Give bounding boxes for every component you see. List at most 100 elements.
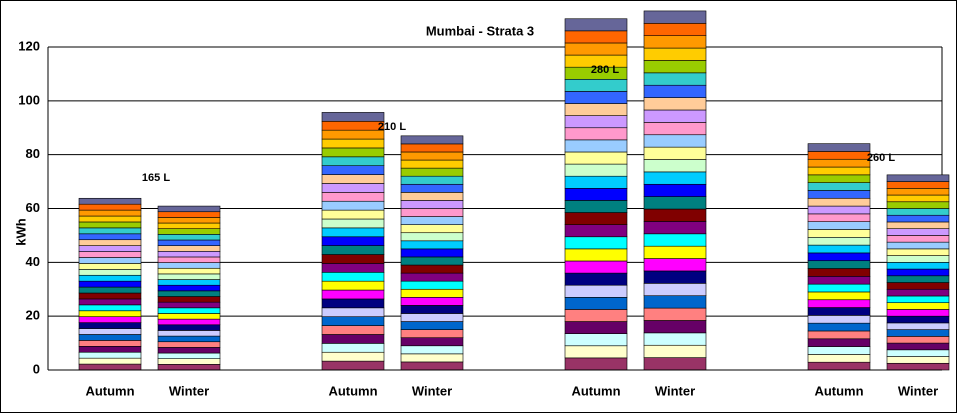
- bar-segment: [643, 47, 707, 61]
- bar-segment: [643, 35, 707, 49]
- bar-segment: [807, 322, 871, 332]
- bar-segment: [643, 134, 707, 148]
- bar-segment: [886, 174, 950, 182]
- bar-segment: [78, 263, 142, 270]
- bar-segment: [157, 301, 221, 309]
- bar-segment: [643, 344, 707, 358]
- bar-segment: [807, 213, 871, 222]
- bar-segment: [886, 309, 950, 317]
- bar-segment: [400, 280, 464, 290]
- bar-segment: [807, 283, 871, 293]
- bar-segment: [157, 284, 221, 292]
- bar-segment: [564, 333, 628, 347]
- bar-segment: [643, 60, 707, 74]
- bar-segment: [157, 234, 221, 241]
- bar-segment: [807, 244, 871, 254]
- bar-segment: [807, 252, 871, 262]
- bar-segment: [400, 361, 464, 371]
- bar-segment: [400, 135, 464, 145]
- bar-segment: [807, 354, 871, 363]
- bar-segment: [643, 245, 707, 259]
- bar-segment: [157, 313, 221, 320]
- bar-segment: [643, 23, 707, 36]
- bar-segment: [643, 10, 707, 24]
- bar-segment: [78, 363, 142, 371]
- bar-segment: [643, 270, 707, 284]
- bar-segment: [78, 286, 142, 294]
- bar-segment: [78, 251, 142, 258]
- y-tick-label: 60: [26, 200, 40, 215]
- bar-segment: [321, 263, 385, 273]
- bar-segment: [564, 345, 628, 359]
- bar-segment: [78, 215, 142, 223]
- bar-segment: [807, 197, 871, 207]
- bar-segment: [807, 229, 871, 238]
- bar-segment: [321, 200, 385, 211]
- bar-segment: [807, 166, 871, 176]
- bar-segment: [157, 217, 221, 224]
- bar-segment: [807, 330, 871, 340]
- bar-segment: [157, 262, 221, 269]
- bar-segment: [78, 221, 142, 229]
- bar-segment: [564, 18, 628, 32]
- bar-segment: [807, 299, 871, 308]
- bar-segment: [400, 208, 464, 217]
- bar-segment: [564, 188, 628, 201]
- annotation: 280 L: [591, 64, 619, 76]
- bar-segment: [78, 203, 142, 211]
- bar-segment: [321, 360, 385, 371]
- y-tick-label: 100: [18, 92, 40, 107]
- bar-segment: [564, 200, 628, 213]
- bar-segment: [157, 290, 221, 297]
- bar-segment: [157, 205, 221, 213]
- bar-segment: [321, 156, 385, 167]
- bar-segment: [564, 79, 628, 92]
- bar-segment: [807, 151, 871, 160]
- bar-segment: [564, 357, 628, 371]
- bar-segment: [157, 267, 221, 275]
- x-tick-label: Autumn: [814, 383, 863, 398]
- bar-segment: [157, 358, 221, 365]
- bar-segment: [886, 201, 950, 209]
- bar-segment: [400, 345, 464, 355]
- bar-segment: [643, 357, 707, 371]
- bar-segment: [157, 211, 221, 218]
- bar-segment: [564, 321, 628, 334]
- bar-segment: [643, 307, 707, 321]
- bar-segment: [321, 307, 385, 318]
- bar-segment: [78, 274, 142, 282]
- bar-segment: [643, 109, 707, 123]
- bar-segment: [78, 357, 142, 365]
- bar-segment: [78, 298, 142, 306]
- bar-segment: [321, 280, 385, 291]
- bar-segment: [321, 209, 385, 220]
- bar-segment: [643, 171, 707, 185]
- x-tick-label: Winter: [898, 383, 938, 398]
- bar-segment: [400, 353, 464, 363]
- bar-segment: [886, 241, 950, 250]
- bar-segment: [400, 183, 464, 193]
- bar-segment: [807, 260, 871, 269]
- chart-title: Mumbai - Strata 3: [426, 23, 534, 38]
- bar-segment: [78, 322, 142, 329]
- bar-segment: [78, 233, 142, 241]
- bar-segment: [400, 151, 464, 161]
- bar-segment: [564, 284, 628, 298]
- bar-segment: [321, 174, 385, 184]
- bar-segment: [643, 159, 707, 173]
- bar-segment: [78, 316, 142, 323]
- bar-segment: [157, 245, 221, 252]
- annotation: 165 L: [142, 172, 170, 184]
- bar-segment: [564, 309, 628, 322]
- bar-segment: [157, 279, 221, 286]
- bar-segment: [157, 228, 221, 235]
- bar-segment: [400, 192, 464, 201]
- bar-segment: [643, 183, 707, 197]
- bar-segment: [886, 268, 950, 277]
- bar-segment: [807, 307, 871, 316]
- bar-segment: [321, 120, 385, 131]
- y-tick-label: 40: [26, 254, 40, 269]
- bar-segment: [564, 297, 628, 310]
- bar-segment: [564, 42, 628, 56]
- bar-segment: [400, 288, 464, 298]
